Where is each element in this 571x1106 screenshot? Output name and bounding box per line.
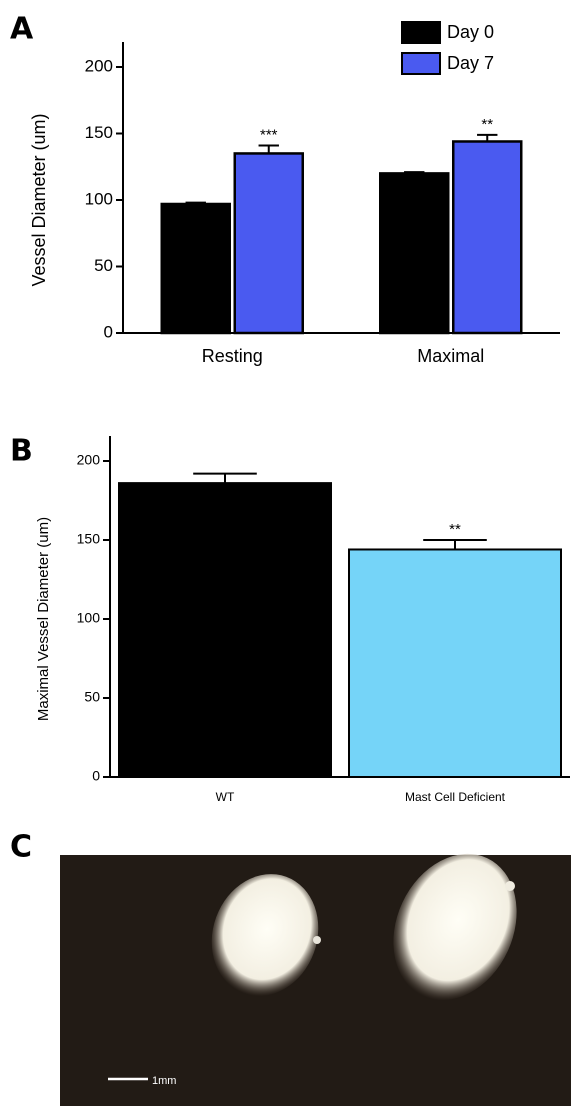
- legend-label: Day 0: [447, 22, 494, 42]
- y-tick-label: 0: [92, 768, 100, 784]
- x-tick-label: Mast Cell Deficient: [405, 790, 506, 804]
- photo: 1mm: [60, 853, 571, 1106]
- bar: [233, 152, 304, 335]
- legend-label: Day 7: [447, 53, 494, 73]
- x-tick-label: WT: [216, 790, 235, 804]
- y-tick-label: 200: [85, 56, 113, 75]
- y-axis-label: Vessel Diameter (um): [29, 113, 49, 286]
- y-tick-label: 0: [104, 322, 113, 341]
- significance: ***: [260, 126, 278, 143]
- bar: [379, 172, 450, 335]
- bar: [452, 140, 523, 335]
- scale-bar-label: 1mm: [152, 1075, 176, 1087]
- y-tick-label: 50: [84, 689, 100, 705]
- bar: [348, 548, 562, 778]
- significance: **: [449, 521, 461, 538]
- panel-label: B: [10, 434, 33, 469]
- legend-swatch: [401, 21, 441, 44]
- y-tick-label: 100: [85, 189, 113, 208]
- y-tick-label: 100: [77, 610, 101, 626]
- y-tick-label: 200: [77, 452, 101, 468]
- y-axis-label: Maximal Vessel Diameter (um): [35, 517, 52, 721]
- significance: **: [481, 116, 493, 133]
- x-tick-label: Resting: [202, 346, 263, 366]
- panel-label: A: [10, 12, 34, 47]
- y-tick-label: 150: [85, 123, 113, 142]
- panel-label: C: [10, 830, 32, 865]
- bar: [160, 202, 231, 335]
- y-tick-label: 50: [94, 256, 113, 275]
- bar: [118, 482, 332, 778]
- x-tick-label: Maximal: [417, 346, 484, 366]
- legend-swatch: [401, 52, 441, 75]
- y-tick-label: 150: [77, 531, 101, 547]
